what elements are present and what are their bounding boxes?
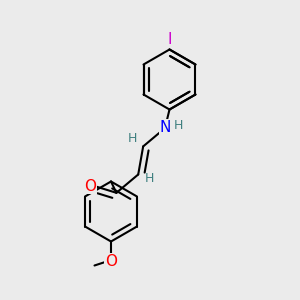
Text: O: O: [84, 179, 96, 194]
Text: H: H: [145, 172, 154, 185]
Text: H: H: [174, 118, 183, 132]
Text: I: I: [167, 32, 172, 47]
Text: N: N: [160, 120, 171, 135]
Text: O: O: [105, 254, 117, 268]
Text: H: H: [128, 132, 137, 146]
